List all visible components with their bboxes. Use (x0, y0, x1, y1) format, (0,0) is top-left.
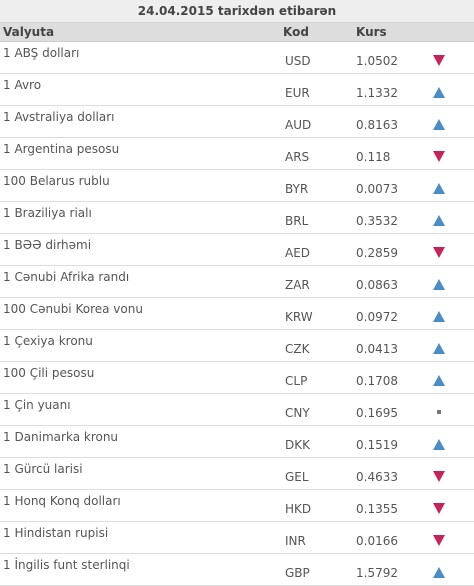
currency-name: 100 Çili pesosu (3, 366, 95, 380)
trend-down-icon (433, 503, 445, 514)
exchange-rate: 0.4633 (356, 470, 398, 484)
currency-code: INR (285, 534, 306, 548)
table-row: 1 Cənubi Afrika randı ZAR 0.0863 (0, 266, 474, 298)
currency-name: 1 İngilis funt sterlinqi (3, 558, 130, 572)
trend-down-icon (433, 247, 445, 258)
table-row: 1 Gürcü larisi GEL 0.4633 (0, 458, 474, 490)
rates-date-title: 24.04.2015 tarixdən etibarən (0, 0, 474, 23)
table-row: 1 Hindistan rupisi INR 0.0166 (0, 522, 474, 554)
currency-name: 1 Avstraliya dolları (3, 110, 115, 124)
rates-table-body: 1 ABŞ dolları USD 1.0502 1 Avro EUR 1.1332 1 A… (0, 42, 474, 586)
exchange-rate: 0.0166 (356, 534, 398, 548)
trend-up-icon (433, 439, 445, 450)
exchange-rate: 0.3532 (356, 214, 398, 228)
column-header-code: Kod (283, 25, 309, 39)
table-row: 100 Çili pesosu CLP 0.1708 (0, 362, 474, 394)
currency-name: 1 Argentina pesosu (3, 142, 120, 156)
currency-name: 1 Gürcü larisi (3, 462, 83, 476)
currency-code: CNY (285, 406, 310, 420)
table-row: 1 Braziliya rialı BRL 0.3532 (0, 202, 474, 234)
exchange-rate: 0.0073 (356, 182, 398, 196)
table-row: 100 Cənubi Korea vonu KRW 0.0972 (0, 298, 474, 330)
table-row: 1 Çexiya kronu CZK 0.0413 (0, 330, 474, 362)
currency-code: DKK (285, 438, 310, 452)
table-row: 1 Avstraliya dolları AUD 0.8163 (0, 106, 474, 138)
exchange-rate: 0.0863 (356, 278, 398, 292)
currency-name: 1 Çin yuanı (3, 398, 71, 412)
currency-code: KRW (285, 310, 313, 324)
trend-unchanged-icon (437, 410, 441, 414)
currency-code: AUD (285, 118, 312, 132)
exchange-rate: 0.2859 (356, 246, 398, 260)
currency-name: 1 Avro (3, 78, 42, 92)
trend-up-icon (433, 215, 445, 226)
table-row: 1 ABŞ dolları USD 1.0502 (0, 42, 474, 74)
currency-name: 1 Braziliya rialı (3, 206, 92, 220)
currency-name: 1 Honq Konq dolları (3, 494, 121, 508)
currency-code: GBP (285, 566, 310, 580)
trend-down-icon (433, 55, 445, 66)
currency-name: 100 Cənubi Korea vonu (3, 302, 143, 316)
trend-down-icon (433, 471, 445, 482)
currency-code: AED (285, 246, 311, 260)
trend-up-icon (433, 567, 445, 578)
currency-code: BRL (285, 214, 309, 228)
trend-up-icon (433, 343, 445, 354)
exchange-rate: 0.1695 (356, 406, 398, 420)
trend-up-icon (433, 119, 445, 130)
currency-name: 1 Cənubi Afrika randı (3, 270, 130, 284)
currency-code: GEL (285, 470, 309, 484)
trend-down-icon (433, 535, 445, 546)
currency-name: 1 Çexiya kronu (3, 334, 93, 348)
table-row: 100 Belarus rublu BYR 0.0073 (0, 170, 474, 202)
table-header: Valyuta Kod Kurs (0, 23, 474, 42)
table-row: 1 BƏƏ dirhəmi AED 0.2859 (0, 234, 474, 266)
currency-code: CZK (285, 342, 310, 356)
table-row: 1 Çin yuanı CNY 0.1695 (0, 394, 474, 426)
currency-code: EUR (285, 86, 310, 100)
trend-up-icon (433, 311, 445, 322)
exchange-rate: 0.0972 (356, 310, 398, 324)
column-header-rate: Kurs (356, 25, 387, 39)
currency-code: CLP (285, 374, 308, 388)
currency-name: 1 Danimarka kronu (3, 430, 119, 444)
exchange-rate: 1.5792 (356, 566, 398, 580)
trend-down-icon (433, 151, 445, 162)
currency-code: BYR (285, 182, 309, 196)
table-row: 1 Honq Konq dolları HKD 0.1355 (0, 490, 474, 522)
exchange-rate: 0.118 (356, 150, 391, 164)
currency-name: 100 Belarus rublu (3, 174, 110, 188)
exchange-rate: 0.8163 (356, 118, 398, 132)
exchange-rate: 0.1519 (356, 438, 398, 452)
currency-name: 1 ABŞ dolları (3, 46, 80, 60)
exchange-rate: 0.1355 (356, 502, 398, 516)
trend-up-icon (433, 279, 445, 290)
table-row: 1 İngilis funt sterlinqi GBP 1.5792 (0, 554, 474, 586)
currency-code: ARS (285, 150, 310, 164)
trend-up-icon (433, 87, 445, 98)
table-row: 1 Argentina pesosu ARS 0.118 (0, 138, 474, 170)
column-header-currency: Valyuta (3, 25, 55, 39)
table-row: 1 Avro EUR 1.1332 (0, 74, 474, 106)
trend-up-icon (433, 375, 445, 386)
currency-code: HKD (285, 502, 312, 516)
currency-code: ZAR (285, 278, 310, 292)
exchange-rate: 0.0413 (356, 342, 398, 356)
currency-code: USD (285, 54, 311, 68)
exchange-rate: 0.1708 (356, 374, 398, 388)
currency-name: 1 Hindistan rupisi (3, 526, 109, 540)
trend-up-icon (433, 183, 445, 194)
currency-name: 1 BƏƏ dirhəmi (3, 238, 92, 252)
exchange-rate: 1.1332 (356, 86, 398, 100)
table-row: 1 Danimarka kronu DKK 0.1519 (0, 426, 474, 458)
exchange-rate: 1.0502 (356, 54, 398, 68)
